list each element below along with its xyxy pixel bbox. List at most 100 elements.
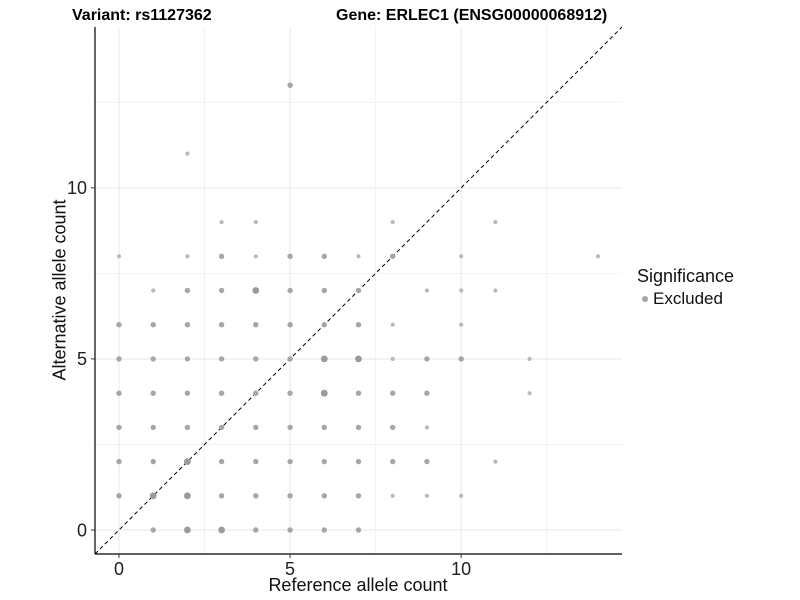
data-point — [287, 527, 293, 533]
data-point — [184, 492, 191, 500]
data-point — [253, 322, 259, 328]
data-point — [150, 458, 156, 465]
data-point — [595, 254, 601, 259]
data-point — [253, 220, 258, 225]
x-tick-label: 0 — [114, 559, 124, 579]
data-point — [321, 253, 327, 259]
data-point — [355, 493, 362, 499]
data-point — [116, 254, 122, 259]
data-point — [493, 288, 498, 293]
data-point — [355, 287, 362, 294]
data-point — [458, 356, 464, 362]
data-point — [287, 424, 293, 431]
data-point — [116, 493, 122, 499]
data-point — [390, 424, 396, 431]
data-point — [424, 356, 430, 362]
data-point — [493, 459, 498, 464]
data-point — [527, 391, 532, 396]
data-point — [184, 526, 191, 534]
data-point — [253, 493, 259, 499]
data-point — [355, 390, 362, 396]
data-point — [287, 322, 293, 328]
data-point — [390, 458, 396, 465]
y-tick-label: 0 — [77, 520, 87, 540]
data-point — [355, 527, 362, 533]
data-point — [253, 390, 259, 396]
legend-title: Significance — [637, 266, 735, 286]
data-point — [184, 424, 191, 431]
data-point — [252, 287, 260, 294]
data-point — [321, 527, 327, 533]
data-point — [150, 322, 156, 328]
data-point — [287, 493, 293, 499]
data-point — [459, 254, 464, 259]
data-point — [320, 355, 328, 363]
data-point — [219, 220, 224, 225]
data-point — [184, 322, 191, 328]
data-point — [150, 527, 156, 533]
data-point — [184, 287, 191, 294]
data-point — [151, 288, 156, 293]
data-point — [390, 390, 396, 396]
data-point — [149, 492, 157, 500]
data-point — [218, 390, 225, 396]
data-point — [321, 493, 327, 499]
data-point — [424, 458, 430, 465]
data-point — [424, 288, 429, 293]
data-point — [184, 458, 191, 465]
plot-title-gene: Gene: ERLEC1 (ENSG00000068912) — [336, 7, 608, 24]
legend-item-label: Excluded — [653, 289, 723, 308]
data-point — [218, 493, 225, 499]
legend-item-excluded: Excluded — [637, 289, 734, 309]
x-tick-label: 5 — [285, 559, 295, 579]
data-point — [287, 356, 293, 362]
data-point — [356, 254, 361, 259]
data-point — [218, 253, 225, 259]
data-point — [390, 356, 395, 361]
data-point — [218, 356, 225, 362]
data-point — [527, 356, 532, 361]
data-point — [424, 493, 429, 498]
y-tick-label: 10 — [67, 178, 87, 198]
data-point — [218, 458, 225, 465]
plot-title-variant: Variant: rs1127362 — [72, 7, 212, 24]
x-tick-label: 10 — [451, 559, 471, 579]
data-point — [459, 493, 464, 498]
data-point — [287, 82, 293, 88]
data-point — [150, 424, 156, 431]
data-point — [321, 424, 327, 431]
data-point — [218, 526, 226, 534]
x-axis-label: Reference allele count — [268, 575, 448, 595]
data-point — [253, 254, 258, 259]
data-point — [390, 253, 396, 259]
data-point — [218, 424, 225, 431]
data-point — [321, 458, 327, 465]
data-point — [321, 287, 327, 294]
data-point — [355, 424, 362, 431]
data-point — [424, 425, 429, 430]
data-point — [184, 390, 191, 396]
data-point — [355, 322, 362, 328]
data-point — [116, 322, 122, 328]
data-point — [390, 322, 395, 327]
data-point — [287, 287, 293, 294]
data-point — [116, 390, 122, 396]
data-point — [150, 356, 156, 362]
data-point — [253, 458, 259, 465]
data-point — [459, 288, 464, 293]
data-point — [424, 390, 430, 396]
legend-point-icon — [642, 296, 648, 302]
data-point — [287, 390, 293, 396]
data-point — [253, 527, 259, 533]
y-axis-label: Alternative allele count — [49, 199, 70, 381]
data-point — [355, 355, 362, 363]
data-point — [459, 322, 464, 327]
data-point — [253, 424, 259, 431]
data-point — [116, 458, 122, 465]
data-point — [493, 220, 498, 225]
data-point — [116, 356, 122, 362]
data-point — [185, 254, 190, 259]
data-point — [253, 356, 259, 362]
data-point — [321, 322, 327, 328]
